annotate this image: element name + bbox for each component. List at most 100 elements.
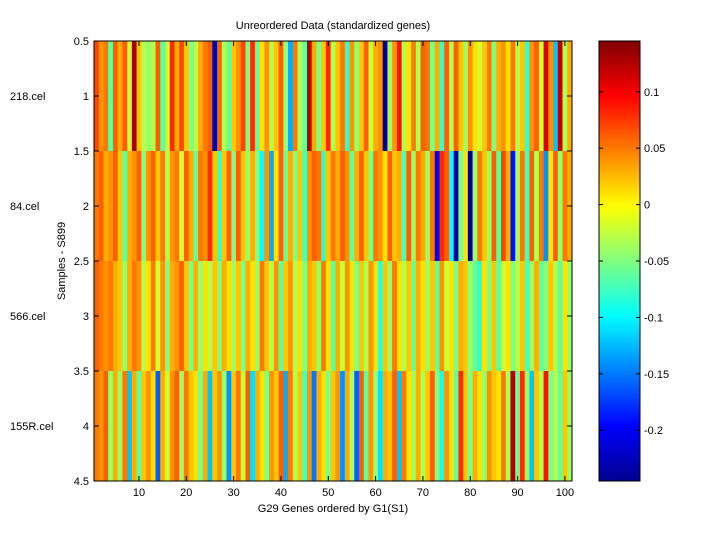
heatmap-cell: [349, 261, 355, 372]
heatmap-cell: [179, 371, 185, 482]
heatmap-cell: [112, 261, 119, 372]
heatmap-cell: [141, 371, 147, 482]
heatmap-cell: [306, 261, 313, 372]
heatmap-cell: [401, 261, 407, 372]
heatmap-cell: [169, 151, 175, 262]
heatmap-cell: [297, 41, 303, 152]
heatmap-cell: [278, 151, 284, 262]
heatmap-cell: [160, 41, 166, 152]
heatmap-cell: [117, 261, 123, 372]
heatmap-cell: [136, 261, 142, 372]
colorbar-tick-label: 0.05: [644, 143, 665, 155]
heatmap-cell: [264, 261, 270, 372]
heatmap-cell: [482, 151, 488, 262]
heatmap-cell: [335, 371, 341, 482]
heatmap-cell: [103, 371, 109, 482]
heatmap-cell: [387, 371, 393, 482]
heatmap-cell: [359, 261, 365, 372]
heatmap-cell: [146, 151, 152, 262]
heatmap-cell: [297, 371, 303, 482]
heatmap-cell: [174, 151, 180, 262]
heatmap-cell: [330, 41, 336, 152]
heatmap-cell: [538, 151, 544, 262]
heatmap-cell: [486, 261, 492, 372]
heatmap-cell: [131, 261, 137, 372]
heatmap-cell: [316, 41, 322, 152]
heatmap-cell: [368, 151, 374, 262]
heatmap-cell: [169, 41, 175, 152]
heatmap-cell: [515, 371, 521, 482]
heatmap-cell: [501, 261, 507, 372]
heatmap-cell: [472, 151, 478, 262]
heatmap-cell: [235, 371, 242, 482]
heatmap-cell: [396, 261, 402, 372]
heatmap-cell: [430, 261, 436, 372]
heatmap-cell: [127, 261, 133, 372]
heatmap-cell: [231, 261, 237, 372]
x-tick-label: 70: [417, 487, 429, 499]
heatmap-cell: [477, 151, 483, 262]
heatmap-cell: [453, 261, 459, 372]
heatmap-cell: [392, 41, 398, 152]
heatmap-cell: [136, 41, 142, 152]
heatmap-cell: [377, 371, 384, 482]
heatmap-cell: [548, 151, 554, 262]
heatmap-cell: [259, 261, 265, 372]
heatmap-cell: [221, 41, 227, 152]
heatmap-cell: [193, 151, 199, 262]
heatmap-cell: [245, 371, 251, 482]
heatmap-cell: [510, 261, 516, 372]
heatmap-cell: [155, 261, 161, 372]
heatmap-cell: [164, 151, 171, 262]
heatmap-cell: [231, 371, 237, 482]
heatmap-cell: [193, 41, 199, 152]
heatmap-cell: [273, 151, 279, 262]
heatmap-cell: [448, 41, 455, 152]
heatmap-cell: [538, 261, 544, 372]
x-axis-label: G29 Genes ordered by G1(S1): [258, 503, 408, 515]
heatmap-cell: [108, 41, 114, 152]
heatmap-cell: [127, 151, 133, 262]
heatmap-cell: [486, 41, 492, 152]
heatmap-cell: [529, 151, 535, 262]
heatmap-cell: [562, 151, 568, 262]
heatmap-cell: [359, 371, 365, 482]
heatmap-cell: [108, 151, 114, 262]
heatmap-cell: [467, 41, 473, 152]
heatmap-cell: [538, 41, 544, 152]
heatmap-cell: [472, 371, 478, 482]
heatmap-cell: [373, 151, 379, 262]
heatmap-cell: [250, 151, 256, 262]
heatmap-cell: [131, 371, 137, 482]
heatmap-cell: [501, 41, 507, 152]
heatmap-cell: [179, 151, 185, 262]
heatmap-cell: [112, 371, 119, 482]
heatmap-cell: [240, 261, 246, 372]
heatmap-cell: [548, 41, 554, 152]
heatmap-cell: [221, 151, 227, 262]
heatmap-cell: [325, 41, 331, 152]
heatmap-cell: [174, 41, 180, 152]
heatmap-cell: [349, 371, 355, 482]
y-tick-label: 2: [83, 201, 89, 213]
heatmap-cell: [269, 371, 275, 482]
heatmap-cell: [146, 371, 152, 482]
colorbar-ticks: 0.1 0.05 0 -0.05 -0.1 -0.15 -0.2: [599, 87, 669, 437]
heatmap-cell: [264, 151, 270, 262]
heatmap-cell: [254, 371, 260, 482]
heatmap-cell: [146, 261, 152, 372]
heatmap-cell: [467, 151, 473, 262]
heatmap-cell: [330, 371, 336, 482]
heatmap-cell: [420, 41, 426, 152]
heatmap-cell: [344, 261, 350, 372]
heatmap-cell: [306, 151, 313, 262]
colorbar-tick-label: -0.2: [644, 425, 663, 437]
heatmap-cell: [359, 151, 365, 262]
heatmap-cell: [325, 371, 331, 482]
heatmap-cell: [406, 371, 412, 482]
heatmap-cell: [453, 371, 459, 482]
heatmap-cell: [340, 261, 346, 372]
heatmap-cell: [425, 261, 431, 372]
heatmap-cell: [425, 151, 431, 262]
